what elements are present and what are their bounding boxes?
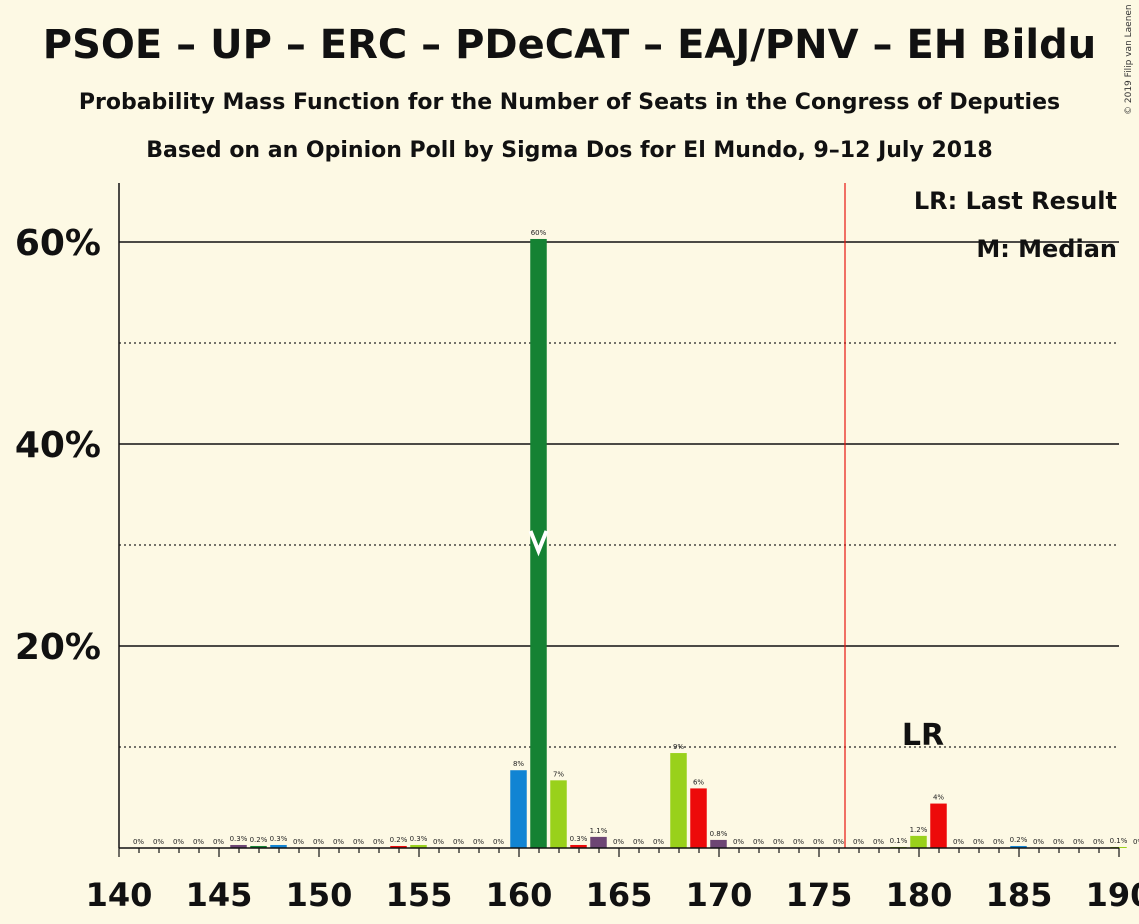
x-tick-label: 190 <box>1086 876 1139 914</box>
bar-label-143: 0% <box>173 838 184 846</box>
bar-label-152: 0% <box>353 838 364 846</box>
bar-168 <box>670 753 687 848</box>
bar-label-167: 0% <box>653 838 664 846</box>
bar-label-168: 9% <box>673 743 684 751</box>
legend-last-result: LR: Last Result <box>914 187 1117 215</box>
bar-label-161: 60% <box>531 229 547 237</box>
y-tick-label: 60% <box>15 223 101 264</box>
x-tick-label: 145 <box>186 876 253 914</box>
bar-label-146: 0.3% <box>230 835 248 843</box>
bar-label-162: 7% <box>553 770 564 778</box>
bar-label-181: 4% <box>933 794 944 802</box>
y-tick-label: 40% <box>15 425 101 466</box>
bar-label-173: 0% <box>773 838 784 846</box>
bar-label-148: 0.3% <box>270 835 288 843</box>
bar-label-154: 0.2% <box>390 836 408 844</box>
bar-label-180: 1.2% <box>910 826 928 834</box>
gridlines <box>119 241 1119 748</box>
bar-label-177: 0% <box>853 838 864 846</box>
axes: 20% 40% 60% 140 145 150 155 160 165 170 175 180 185 1… <box>15 183 1139 914</box>
bar-label-169: 6% <box>693 778 704 786</box>
bar-label-178: 0% <box>873 838 884 846</box>
bar-163 <box>570 844 587 848</box>
bar-label-164: 1.1% <box>590 827 608 835</box>
bar-label-172: 0% <box>753 838 764 846</box>
bar-label-156: 0% <box>433 838 444 846</box>
bar-label-157: 0% <box>453 838 464 846</box>
bar-label-175: 0% <box>813 838 824 846</box>
bar-label-149: 0% <box>293 838 304 846</box>
bar-label-153: 0% <box>373 838 384 846</box>
chart-subtitle: Probability Mass Function for the Number… <box>78 90 1061 115</box>
bar-181 <box>930 803 947 848</box>
bar-label-191: 0% <box>1133 838 1139 846</box>
x-tick-label: 180 <box>886 876 953 914</box>
bar-label-186: 0% <box>1033 838 1044 846</box>
legend-median: M: Median <box>976 235 1117 263</box>
bar-label-147: 0.2% <box>250 836 268 844</box>
bar-label-190: 0.1% <box>1110 837 1128 845</box>
x-tick-label: 160 <box>486 876 553 914</box>
bar-154 <box>390 845 407 848</box>
bar-164 <box>590 836 607 848</box>
overlay-marks: LR LR: Last Result M: Median <box>528 183 1117 848</box>
bar-label-184: 0% <box>993 838 1004 846</box>
bar-label-145: 0% <box>213 838 224 846</box>
x-tick-label: 140 <box>86 876 153 914</box>
bar-180 <box>910 835 927 848</box>
bar-label-155: 0.3% <box>410 835 428 843</box>
bar-label-158: 0% <box>473 838 484 846</box>
bar-label-165: 0% <box>613 838 624 846</box>
bar-169 <box>690 788 707 848</box>
bar-label-141: 0% <box>133 838 144 846</box>
median-marker <box>528 530 549 557</box>
bar-161 <box>530 238 547 849</box>
bar-label-163: 0.3% <box>570 835 588 843</box>
bar-label-179: 0.1% <box>890 837 908 845</box>
bar-label-166: 0% <box>633 838 644 846</box>
last-result-marker: LR <box>902 718 944 753</box>
bar-label-188: 0% <box>1073 838 1084 846</box>
bar-label-174: 0% <box>793 838 804 846</box>
x-tick-label: 150 <box>286 876 353 914</box>
bar-label-185: 0.2% <box>1010 836 1028 844</box>
x-tick-label: 170 <box>686 876 753 914</box>
bar-label-183: 0% <box>973 838 984 846</box>
bar-185 <box>1010 845 1027 848</box>
x-tick-label: 175 <box>786 876 853 914</box>
bar-label-176: 0% <box>833 838 844 846</box>
bar-label-187: 0% <box>1053 838 1064 846</box>
bar-label-170: 0.8% <box>710 830 728 838</box>
x-tick-label: 185 <box>986 876 1053 914</box>
bar-160 <box>510 770 527 848</box>
bar-147 <box>250 845 267 848</box>
bar-155 <box>410 844 427 848</box>
chart-title: PSOE – UP – ERC – PDeCAT – EAJ/PNV – EH … <box>42 22 1097 68</box>
bar-label-159: 0% <box>493 838 504 846</box>
bar-label-151: 0% <box>333 838 344 846</box>
bar-170 <box>710 839 727 848</box>
bar-label-171: 0% <box>733 838 744 846</box>
y-tick-label: 20% <box>15 627 101 668</box>
bar-162 <box>550 780 567 848</box>
bar-148 <box>270 844 287 848</box>
bars: 0% 0% 0% 0% 0% 0.3% 0.2% 0.3% 0% 0% 0% 0% 0% 0.2% 0.3%… <box>133 229 1139 849</box>
x-tick-label: 155 <box>386 876 453 914</box>
bar-label-142: 0% <box>153 838 164 846</box>
bar-label-182: 0% <box>953 838 964 846</box>
bar-label-160: 8% <box>513 760 524 768</box>
bar-label-189: 0% <box>1093 838 1104 846</box>
x-tick-label: 165 <box>586 876 653 914</box>
bar-label-144: 0% <box>193 838 204 846</box>
bar-label-150: 0% <box>313 838 324 846</box>
bar-146 <box>230 844 247 848</box>
chart-source-line: Based on an Opinion Poll by Sigma Dos fo… <box>146 138 993 163</box>
